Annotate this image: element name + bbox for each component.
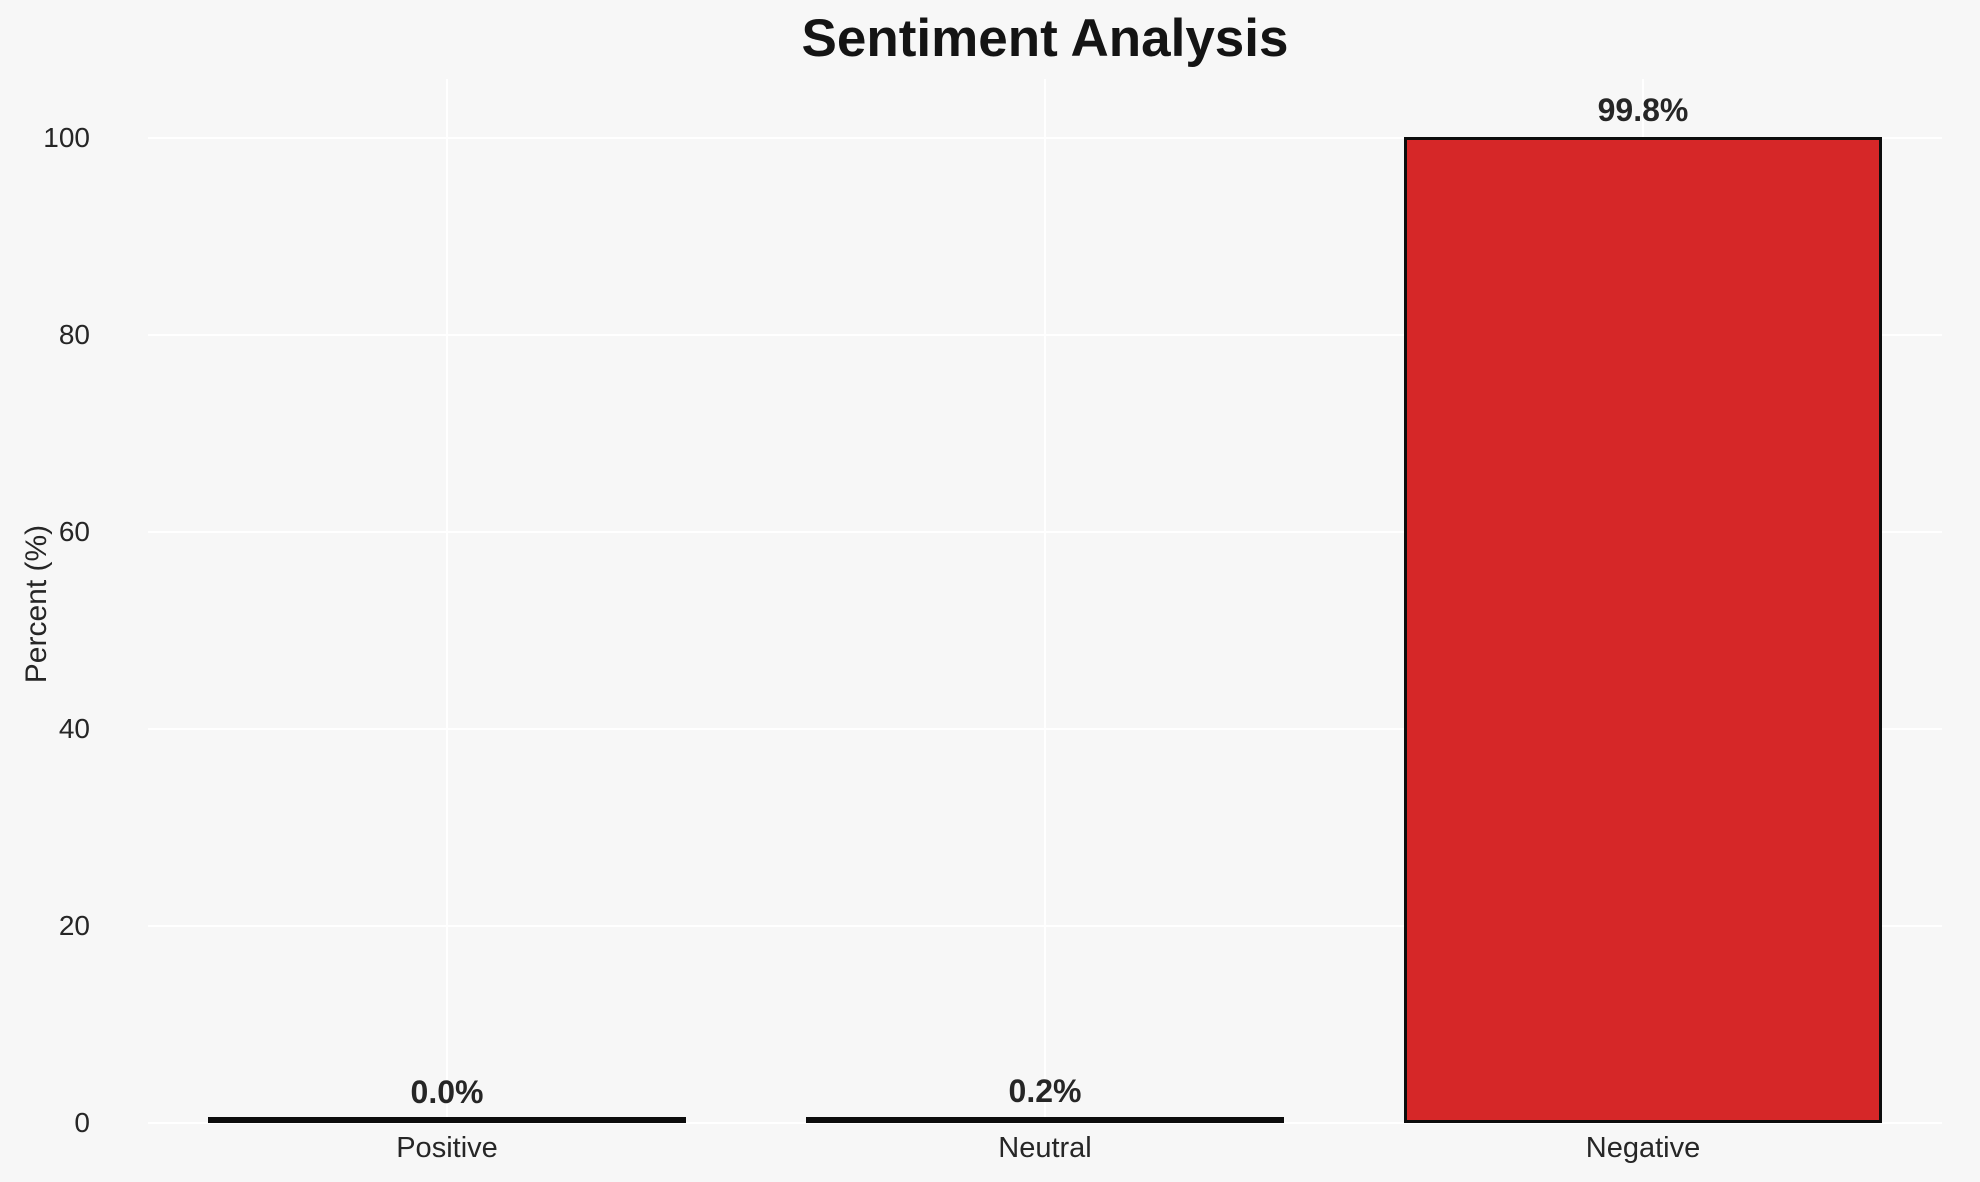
v-gridline-positive	[446, 79, 448, 1123]
value-label-negative: 99.8%	[1597, 92, 1689, 128]
bar-neutral	[806, 1117, 1284, 1123]
y-tick-label-40: 40	[58, 713, 90, 744]
v-gridline-neutral	[1044, 79, 1046, 1123]
y-tick-label-100: 100	[43, 122, 90, 153]
plot-area: 0 20 40 60 80 100 0.0% Positive 0.2% Neutral 99.8%…	[43, 79, 1942, 1164]
value-label-neutral: 0.2%	[1008, 1073, 1082, 1109]
y-tick-label-20: 20	[58, 910, 90, 941]
y-tick-label-60: 60	[58, 516, 90, 547]
bar-positive	[208, 1117, 686, 1123]
y-axis-label: Percent (%)	[20, 524, 53, 684]
h-gridline-0	[148, 1122, 1942, 1124]
x-tick-label-positive: Positive	[396, 1132, 498, 1164]
y-tick-label-0: 0	[74, 1107, 90, 1138]
chart-title: Sentiment Analysis	[801, 9, 1289, 68]
value-label-positive: 0.0%	[410, 1074, 484, 1110]
bar-negative	[1404, 137, 1882, 1123]
y-tick-label-80: 80	[58, 319, 90, 350]
x-tick-label-negative: Negative	[1585, 1132, 1701, 1164]
x-tick-label-neutral: Neutral	[998, 1132, 1092, 1164]
